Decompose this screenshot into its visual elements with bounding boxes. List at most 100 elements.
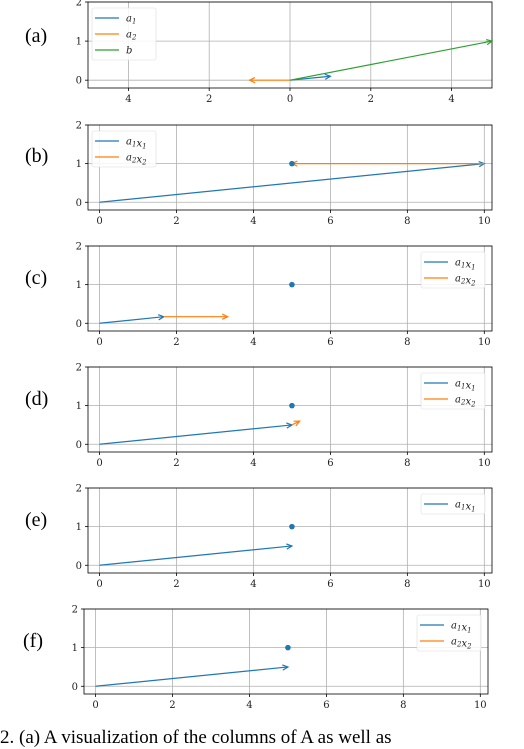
y-tick-label: 2 bbox=[72, 605, 78, 616]
y-tick-label: 0 bbox=[76, 440, 82, 451]
legend: a1x1 a2x2 bbox=[91, 130, 157, 168]
x-tick-label: 0 bbox=[287, 94, 293, 105]
x-tick-label: 8 bbox=[404, 579, 410, 590]
x-tick-label: 2 bbox=[206, 94, 212, 105]
series-line bbox=[99, 316, 164, 324]
panel-label: (b) bbox=[25, 145, 48, 167]
legend-box bbox=[420, 372, 486, 410]
panel-label: (c) bbox=[25, 267, 47, 289]
x-tick-label: 0 bbox=[96, 579, 102, 590]
legend: a1x1 a2x2 bbox=[416, 614, 482, 652]
x-tick-label: 10 bbox=[474, 700, 487, 711]
series-a1x1 bbox=[99, 422, 294, 445]
panel-label: (f) bbox=[23, 630, 43, 652]
legend-entry: a1x1 bbox=[126, 137, 147, 151]
chart-panel-1: (a) 4 2 0 2 4 0 1 2 a1 a2 b bbox=[25, 0, 494, 105]
x-tick-label: 8 bbox=[404, 337, 410, 348]
legend-entry: a2x2 bbox=[126, 153, 147, 167]
legend-entry: a2x2 bbox=[455, 395, 476, 409]
series-line bbox=[289, 40, 493, 81]
x-tick-label: 4 bbox=[250, 337, 256, 348]
x-tick-label: 8 bbox=[400, 700, 406, 711]
y-tick-label: 2 bbox=[76, 363, 82, 374]
y-tick-label: 0 bbox=[76, 198, 82, 209]
series-line bbox=[291, 420, 300, 426]
arrow-head bbox=[486, 38, 494, 46]
legend-box bbox=[420, 251, 486, 289]
x-tick-label: 0 bbox=[96, 216, 102, 227]
legend-box bbox=[416, 614, 482, 652]
plot-frame bbox=[87, 124, 493, 211]
legend: a1x1 a2x2 bbox=[420, 251, 486, 289]
x-tick-label: 6 bbox=[327, 579, 333, 590]
arrow-head bbox=[286, 543, 294, 550]
y-tick-label: 2 bbox=[76, 484, 82, 495]
y-tick-label: 1 bbox=[76, 522, 82, 533]
x-tick-label: 4 bbox=[250, 458, 256, 469]
legend-entry: a1x1 bbox=[455, 500, 476, 514]
x-tick-label: 6 bbox=[327, 337, 333, 348]
x-tick-label: 4 bbox=[250, 216, 256, 227]
series-a2x2 bbox=[291, 420, 301, 427]
x-tick-label: 2 bbox=[173, 458, 179, 469]
x-tick-label: 4 bbox=[246, 700, 252, 711]
x-tick-label: 4 bbox=[125, 94, 131, 105]
x-tick-label: 2 bbox=[173, 579, 179, 590]
series-a1x1 bbox=[99, 314, 166, 324]
legend: a1 a2 b bbox=[91, 7, 157, 61]
figure-caption: 2. (a) A visualization of the columns of… bbox=[0, 727, 392, 748]
arrow-head bbox=[324, 73, 332, 80]
series-a1x1 bbox=[99, 543, 294, 566]
y-tick-label: 1 bbox=[72, 643, 78, 654]
series-a1x1 bbox=[99, 161, 486, 203]
chart-panel-2: (b) 0 2 4 6 8 10 0 1 2 a1x1 a2x2 bbox=[25, 121, 493, 227]
y-tick-label: 1 bbox=[76, 37, 82, 48]
y-tick-label: 0 bbox=[76, 76, 82, 87]
series-a1x1 bbox=[95, 664, 290, 687]
y-tick-label: 0 bbox=[76, 561, 82, 572]
x-tick-label: 2 bbox=[173, 216, 179, 227]
x-tick-label: 4 bbox=[448, 94, 454, 105]
chart-panel-6: (f) 0 2 4 6 8 10 0 1 2 a1x1 a2x2 bbox=[23, 605, 489, 711]
legend-entry: a1 bbox=[126, 14, 136, 26]
plot-frame bbox=[83, 608, 489, 695]
y-tick-label: 1 bbox=[76, 280, 82, 291]
legend-box bbox=[91, 130, 157, 168]
x-tick-label: 2 bbox=[173, 337, 179, 348]
x-tick-label: 2 bbox=[368, 94, 374, 105]
x-tick-label: 6 bbox=[327, 458, 333, 469]
y-tick-label: 1 bbox=[76, 401, 82, 412]
legend: a1x1 a2x2 bbox=[420, 372, 486, 410]
x-tick-label: 6 bbox=[323, 700, 329, 711]
target-point bbox=[285, 644, 291, 651]
y-tick-label: 2 bbox=[76, 0, 82, 9]
y-tick-label: 2 bbox=[76, 121, 82, 132]
legend-entry: a2x2 bbox=[451, 637, 472, 651]
legend: a1x1 bbox=[420, 493, 486, 515]
series-a1 bbox=[289, 73, 332, 81]
x-tick-label: 0 bbox=[96, 337, 102, 348]
x-tick-label: 10 bbox=[478, 216, 491, 227]
x-tick-label: 10 bbox=[478, 579, 491, 590]
target-point bbox=[289, 402, 295, 409]
target-point bbox=[289, 523, 295, 530]
target-point bbox=[289, 281, 295, 288]
series-line bbox=[99, 163, 485, 203]
legend-entry: a2 bbox=[126, 30, 137, 42]
x-tick-label: 10 bbox=[478, 337, 491, 348]
y-tick-label: 2 bbox=[76, 242, 82, 253]
plot-frame bbox=[87, 366, 493, 453]
x-tick-label: 8 bbox=[404, 216, 410, 227]
legend-entry: b bbox=[126, 46, 132, 57]
x-tick-label: 4 bbox=[250, 579, 256, 590]
target-point bbox=[289, 160, 295, 167]
legend-entry: a1x1 bbox=[455, 258, 476, 272]
panel-label: (d) bbox=[25, 388, 48, 410]
series-b bbox=[289, 38, 494, 81]
chart-panel-5: (e) 0 2 4 6 8 10 0 1 2 a1x1 bbox=[25, 484, 493, 590]
legend-box bbox=[420, 493, 486, 515]
legend-entry: a2x2 bbox=[455, 274, 476, 288]
series-line bbox=[289, 75, 331, 81]
plot-frame bbox=[87, 487, 493, 574]
